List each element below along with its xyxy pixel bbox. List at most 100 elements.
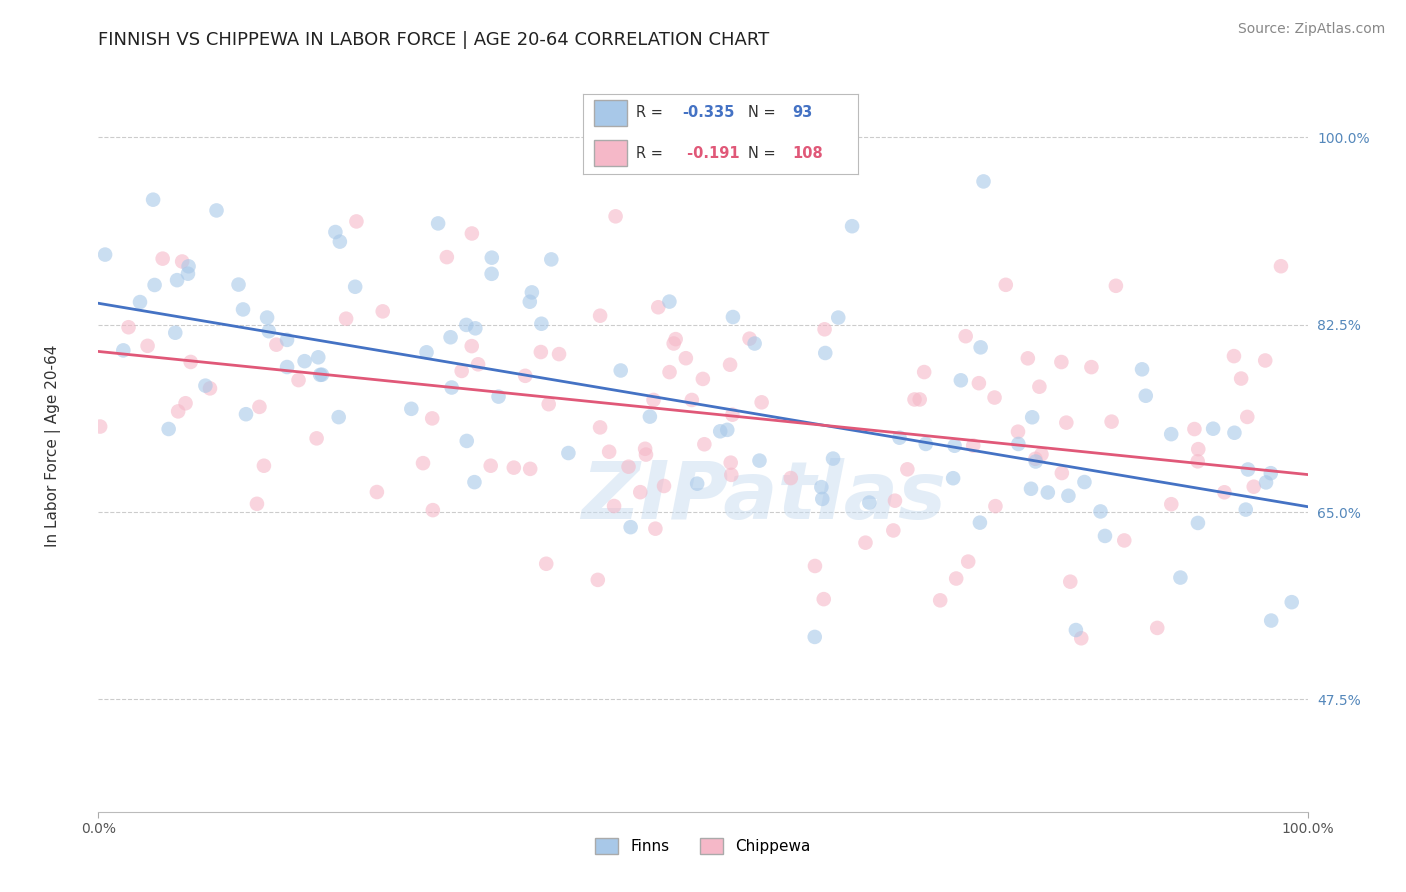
Point bbox=[1187, 442, 1209, 457]
Point bbox=[1050, 466, 1073, 480]
Point bbox=[738, 332, 761, 346]
Point bbox=[129, 295, 152, 310]
Point bbox=[180, 355, 202, 369]
Point bbox=[1094, 529, 1116, 543]
Point bbox=[1101, 415, 1123, 429]
Point bbox=[515, 368, 537, 383]
Point bbox=[634, 442, 657, 456]
Point bbox=[366, 485, 388, 500]
Point bbox=[401, 401, 423, 416]
Point bbox=[949, 373, 972, 387]
Point bbox=[955, 329, 977, 343]
Point bbox=[344, 279, 367, 293]
Point bbox=[439, 330, 461, 344]
Point bbox=[1234, 502, 1257, 516]
Point bbox=[1054, 416, 1077, 430]
Point bbox=[530, 317, 553, 331]
Point bbox=[479, 458, 502, 473]
Text: Source: ZipAtlas.com: Source: ZipAtlas.com bbox=[1237, 22, 1385, 37]
Point bbox=[198, 381, 221, 395]
Point bbox=[681, 392, 703, 407]
Point bbox=[488, 390, 510, 404]
Point bbox=[420, 411, 443, 425]
Point bbox=[157, 422, 180, 436]
Point bbox=[658, 365, 681, 379]
Point bbox=[967, 376, 990, 391]
Point bbox=[814, 346, 837, 360]
Point bbox=[519, 462, 541, 476]
Point bbox=[1213, 485, 1236, 500]
Point bbox=[751, 395, 773, 409]
Point bbox=[177, 260, 200, 274]
Point bbox=[464, 321, 486, 335]
Point bbox=[422, 503, 444, 517]
Point bbox=[1187, 454, 1209, 468]
Point bbox=[530, 345, 553, 359]
Point bbox=[415, 345, 437, 359]
Text: 108: 108 bbox=[792, 145, 823, 161]
Point bbox=[276, 359, 298, 374]
Point bbox=[720, 456, 742, 470]
Point bbox=[232, 302, 254, 317]
Point bbox=[709, 425, 731, 439]
Point bbox=[519, 294, 541, 309]
Point bbox=[603, 499, 626, 513]
Point bbox=[89, 419, 111, 434]
Text: R =: R = bbox=[636, 145, 666, 161]
Point bbox=[721, 408, 744, 422]
Point bbox=[1007, 437, 1029, 451]
Text: -0.335: -0.335 bbox=[682, 105, 734, 120]
Point bbox=[142, 193, 165, 207]
Point bbox=[1031, 447, 1053, 461]
Point bbox=[914, 437, 936, 451]
Point bbox=[1019, 482, 1042, 496]
Text: -0.191: -0.191 bbox=[682, 145, 740, 161]
Point bbox=[309, 368, 332, 382]
Point bbox=[177, 267, 200, 281]
Point bbox=[456, 434, 478, 448]
Point bbox=[172, 254, 194, 268]
Point bbox=[1090, 504, 1112, 518]
Point bbox=[1223, 349, 1246, 363]
Point bbox=[983, 391, 1005, 405]
FancyBboxPatch shape bbox=[595, 100, 627, 126]
Point bbox=[311, 368, 333, 382]
Point bbox=[335, 311, 357, 326]
Point bbox=[609, 363, 631, 377]
Point bbox=[721, 310, 744, 324]
Text: In Labor Force | Age 20-64: In Labor Force | Age 20-64 bbox=[45, 345, 62, 547]
Point bbox=[540, 252, 562, 267]
Point bbox=[1021, 410, 1043, 425]
Point bbox=[463, 475, 485, 490]
Point bbox=[537, 397, 560, 411]
Point bbox=[1160, 497, 1182, 511]
Point bbox=[1187, 516, 1209, 530]
Legend: Finns, Chippewa: Finns, Chippewa bbox=[589, 832, 817, 860]
Point bbox=[412, 456, 434, 470]
Point bbox=[969, 340, 991, 354]
Point bbox=[450, 364, 472, 378]
Point bbox=[589, 420, 612, 434]
Point bbox=[325, 225, 347, 239]
Point bbox=[1202, 422, 1225, 436]
Point bbox=[1254, 475, 1277, 490]
Point bbox=[1064, 623, 1087, 637]
Text: ZIPatlas: ZIPatlas bbox=[581, 458, 946, 536]
Point bbox=[228, 277, 250, 292]
Point bbox=[973, 174, 995, 188]
Point bbox=[945, 572, 967, 586]
Point bbox=[658, 294, 681, 309]
Point bbox=[1057, 489, 1080, 503]
Point bbox=[1281, 595, 1303, 609]
Point bbox=[1146, 621, 1168, 635]
Point bbox=[194, 378, 217, 392]
Point bbox=[652, 479, 675, 493]
Point bbox=[94, 247, 117, 261]
Point bbox=[1050, 355, 1073, 369]
Point bbox=[882, 524, 904, 538]
Point bbox=[1114, 533, 1136, 548]
Point bbox=[253, 458, 276, 473]
Point bbox=[744, 336, 766, 351]
Point bbox=[811, 491, 834, 506]
Point bbox=[440, 380, 463, 394]
